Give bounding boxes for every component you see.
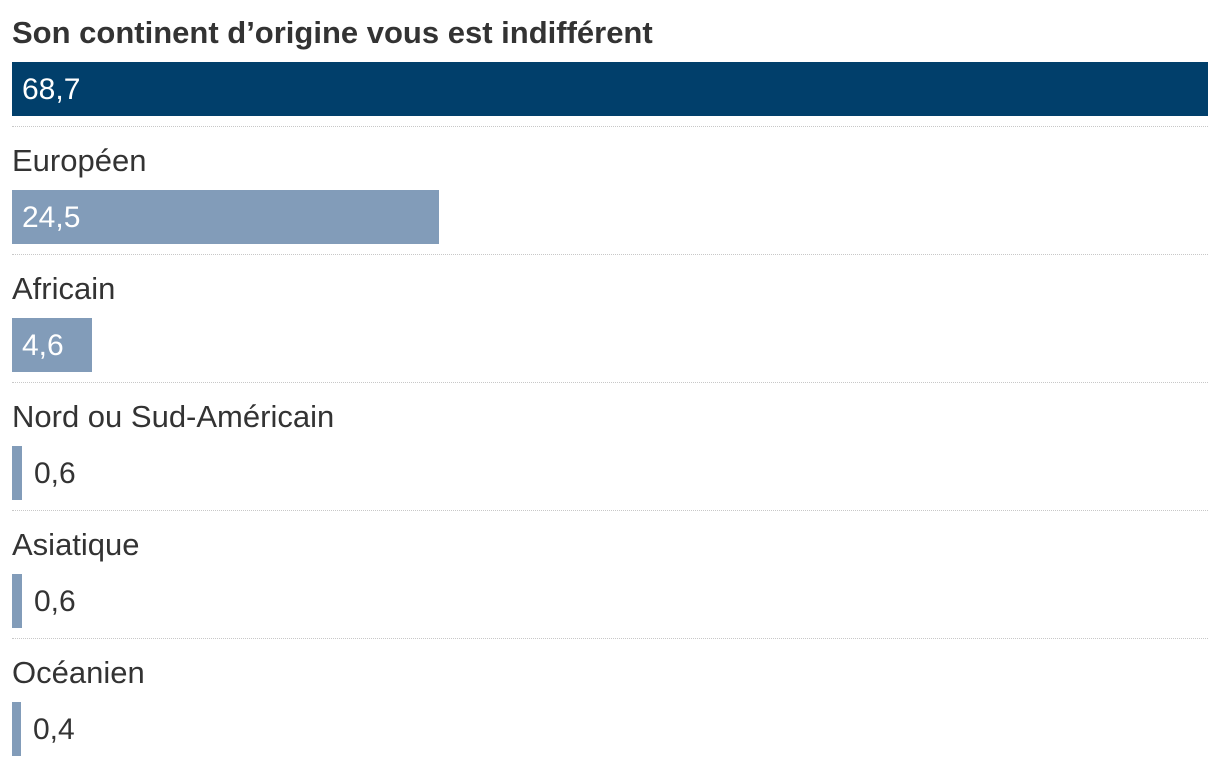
row-separator xyxy=(12,126,1208,127)
bar xyxy=(12,62,1208,116)
bar-row: Africain 4,6 xyxy=(12,256,1208,384)
bar xyxy=(12,446,22,500)
value-label: 4,6 xyxy=(22,329,64,362)
bar xyxy=(12,702,21,756)
bar-row: Européen 24,5 xyxy=(12,128,1208,256)
value-label: 24,5 xyxy=(22,201,81,234)
category-label: Asiatique xyxy=(12,527,140,562)
value-label: 0,4 xyxy=(33,713,75,746)
bar-row: Asiatique 0,6 xyxy=(12,512,1208,640)
bar-row: Son continent d’origine vous est indiffé… xyxy=(12,0,1208,128)
bar xyxy=(12,190,439,244)
category-label: Africain xyxy=(12,271,116,306)
category-label: Océanien xyxy=(12,655,145,690)
bar xyxy=(12,574,22,628)
bar-chart: Son continent d’origine vous est indiffé… xyxy=(12,0,1208,764)
row-separator xyxy=(12,638,1208,639)
value-label: 0,6 xyxy=(34,585,76,618)
row-separator xyxy=(12,382,1208,383)
value-label: 68,7 xyxy=(22,73,81,106)
row-separator xyxy=(12,510,1208,511)
bar-row: Nord ou Sud-Américain 0,6 xyxy=(12,384,1208,512)
category-label: Européen xyxy=(12,143,147,178)
value-label: 0,6 xyxy=(34,457,76,490)
category-label: Son continent d’origine vous est indiffé… xyxy=(12,15,653,50)
bar-row: Océanien 0,4 xyxy=(12,640,1208,768)
bar xyxy=(12,318,92,372)
category-label: Nord ou Sud-Américain xyxy=(12,399,335,434)
row-separator xyxy=(12,254,1208,255)
